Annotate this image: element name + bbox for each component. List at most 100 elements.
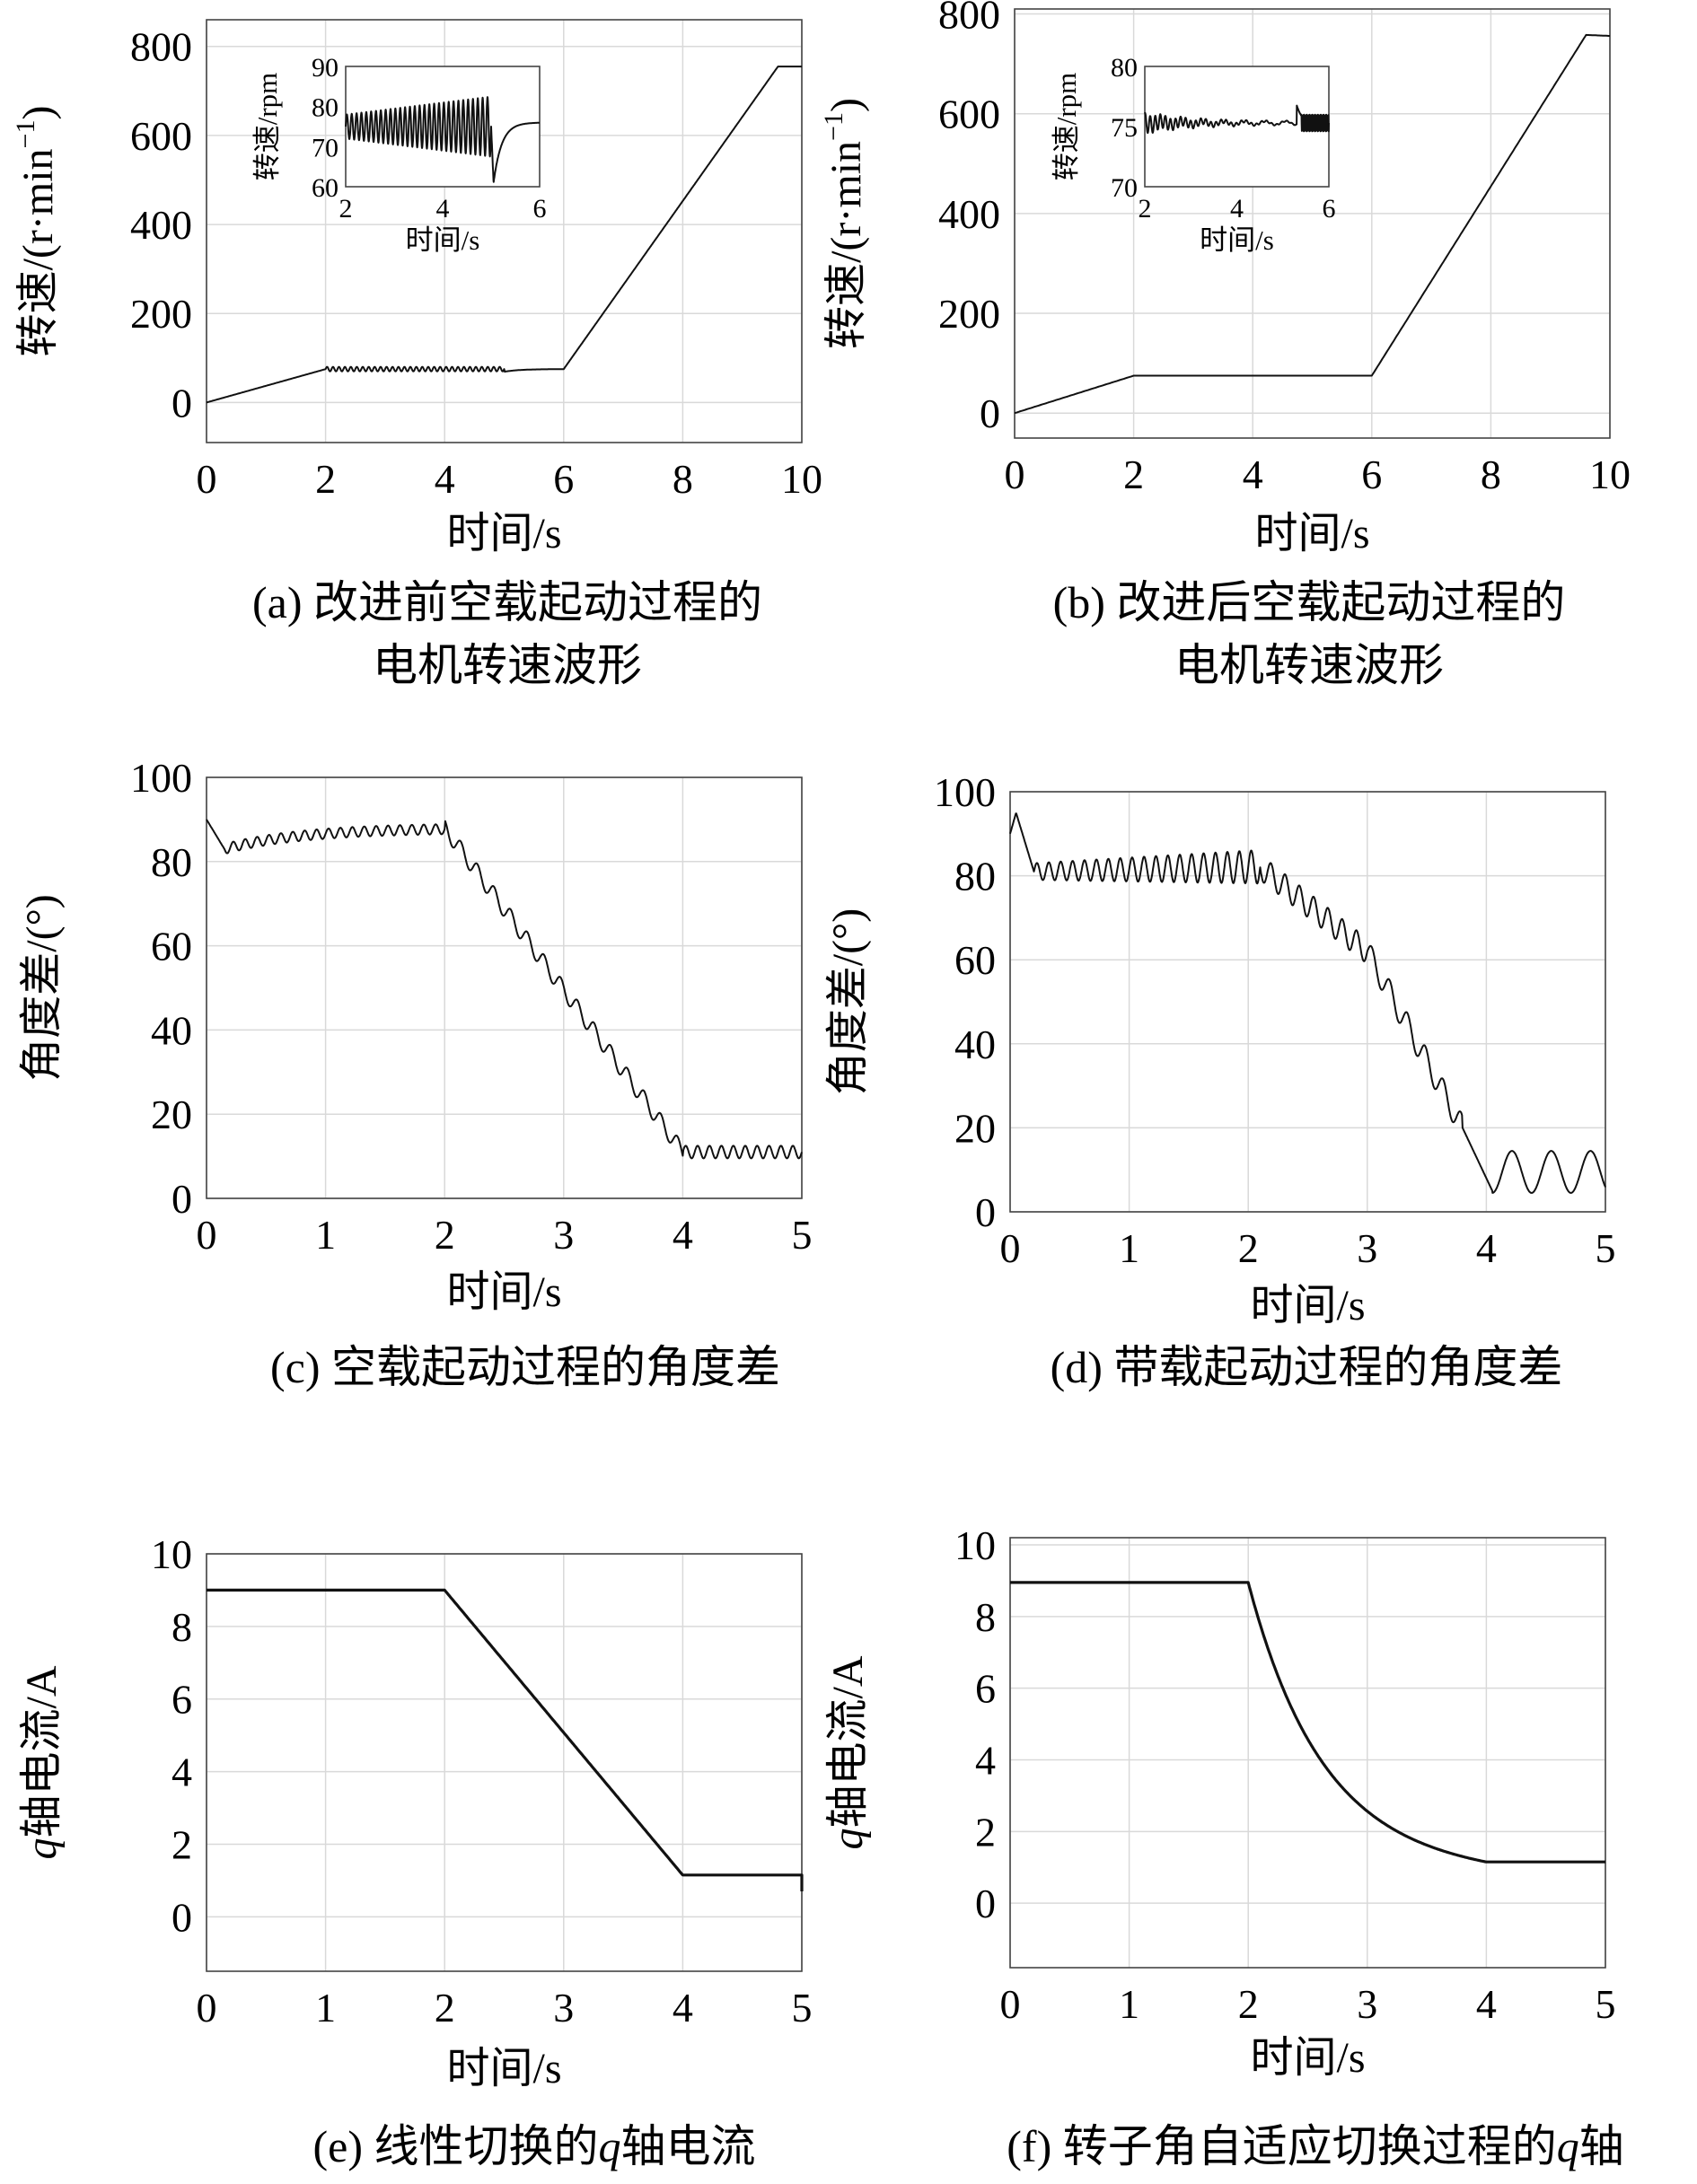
x-tick-label: 2: [435, 1985, 455, 2031]
y-axis-text: 转速/(r·min: [14, 148, 62, 356]
y-axis-variable: q: [824, 1829, 872, 1850]
x-tick-label: 2: [1238, 1981, 1259, 2027]
caption-b-line-2: 电机转速波形: [1174, 640, 1444, 690]
x-tick-label: 10: [781, 456, 822, 502]
chart-c-frame: [206, 776, 803, 1199]
inset-y-axis-label: 转速/rpm: [251, 73, 283, 181]
y-tick-label: 10: [151, 1531, 192, 1577]
x-tick-label: 4: [673, 1985, 693, 2031]
y-tick-label: 0: [975, 1189, 996, 1235]
y-tick-label: 80: [1111, 53, 1138, 83]
y-tick-label: 8: [171, 1604, 192, 1650]
x-tick-label: 0: [197, 1212, 217, 1258]
x-tick-label: 3: [553, 1985, 574, 2031]
y-tick-label: 70: [1111, 173, 1138, 203]
x-tick-label: 4: [1230, 194, 1244, 224]
x-tick-label: 0: [197, 456, 217, 502]
x-tick-label: 5: [1596, 1981, 1616, 2027]
data-line-e: [206, 1588, 804, 1891]
y-tick-label: 600: [130, 113, 192, 159]
y-axis-close: ): [14, 106, 62, 120]
y-tick-label: 60: [151, 924, 192, 969]
x-tick-label: 4: [1476, 1981, 1497, 2027]
chart-e-plot-area: [207, 1554, 802, 1971]
y-tick-label: 90: [312, 53, 339, 83]
y-tick-label: 0: [171, 1176, 192, 1222]
y-tick-label: 70: [312, 133, 339, 162]
y-tick-label: 6: [171, 1677, 192, 1723]
inset-y-axis-label: 转速/rpm: [1051, 73, 1082, 181]
y-axis-text: 轴电流/A: [18, 1665, 66, 1838]
y-tick-label: 400: [938, 191, 1000, 237]
chart-f-plot-area: [1010, 1538, 1605, 1968]
x-tick-label: 5: [792, 1212, 813, 1258]
x-tick-label: 1: [315, 1985, 336, 2031]
y-tick-label: 80: [151, 839, 192, 885]
data-line-c: [206, 819, 803, 1160]
data-line-a-inset: [345, 96, 541, 183]
caption-f: (f) 转子角自适应切换过程的q轴: [1007, 2121, 1623, 2171]
y-tick-label: 200: [130, 291, 192, 337]
x-tick-label: 3: [1357, 1981, 1377, 2027]
y-axis-label: 转速/(r·min−1): [11, 106, 62, 357]
caption-a-line-1: (a) 改进前空载起动过程的: [252, 577, 762, 627]
y-tick-label: 60: [954, 937, 996, 983]
y-axis-label: q轴电流/A: [18, 1665, 66, 1859]
x-tick-label: 5: [1596, 1225, 1616, 1271]
x-tick-label: 0: [1005, 452, 1025, 497]
y-tick-label: 200: [938, 291, 1000, 337]
caption-d-line-1: (d) 带载起动过程的角度差: [1051, 1342, 1563, 1392]
y-tick-label: 800: [130, 24, 192, 70]
y-axis-label: 转速/(r·min−1): [819, 98, 870, 349]
x-tick-label: 4: [1476, 1225, 1497, 1271]
chart-c: 0 1 2 3 4 5 0 20 40 60 80 100 时间/s 角度差/(°) (c) 空载起动过程的…: [18, 755, 813, 1392]
data-line-a: [206, 66, 803, 404]
y-tick-label: 600: [938, 92, 1000, 137]
caption-a-line-2: 电机转速波形: [373, 640, 642, 690]
x-tick-label: 0: [1000, 1981, 1021, 2027]
data-line-f: [1009, 1581, 1606, 1864]
data-line-d: [1009, 812, 1606, 1194]
x-tick-label: 1: [1119, 1225, 1139, 1271]
chart-d-frame: [1009, 791, 1606, 1213]
x-axis-label: 时间/s: [446, 1268, 561, 1316]
x-tick-label: 6: [533, 194, 547, 224]
y-tick-label: 0: [171, 380, 192, 425]
y-axis-text: 轴电流/A: [824, 1655, 872, 1828]
inset-x-axis-label: 时间/s: [1200, 224, 1274, 256]
x-tick-label: 2: [339, 194, 353, 224]
x-tick-label: 5: [792, 1985, 813, 2031]
inset-chart-b: 2 4 6 70 75 80 时间/s 转速/rpm: [1051, 53, 1336, 256]
chart-d-plot-area: [1010, 792, 1605, 1212]
y-tick-label: 100: [130, 755, 192, 801]
y-axis-label: q轴电流/A: [824, 1655, 872, 1849]
y-tick-label: 8: [975, 1594, 996, 1640]
y-tick-label: 0: [975, 1881, 996, 1926]
y-tick-label: 20: [954, 1105, 996, 1151]
x-tick-label: 0: [197, 1985, 217, 2031]
caption-b-line-1: (b) 改进后空载起动过程的: [1053, 577, 1566, 627]
x-tick-label: 10: [1589, 452, 1631, 497]
chart-c-plot-area: [207, 777, 802, 1198]
x-tick-label: 2: [1139, 194, 1152, 224]
y-axis-close: ): [822, 98, 870, 112]
x-tick-label: 2: [315, 456, 336, 502]
y-axis-text: 转速/(r·min: [822, 141, 870, 349]
chart-e-frame: [206, 1553, 803, 1972]
y-tick-label: 800: [938, 0, 1000, 38]
y-tick-label: 2: [975, 1809, 996, 1855]
x-tick-label: 2: [1238, 1225, 1259, 1271]
y-tick-label: 4: [975, 1737, 996, 1783]
chart-f: 0 1 2 3 4 5 0 2 4 6 8 10 时间/s q轴电流/A (f) 转子角自适应切换过程的q轴: [824, 1522, 1624, 2171]
x-axis-label: 时间/s: [1250, 2034, 1365, 2082]
y-axis-variable: q: [18, 1838, 66, 1860]
x-tick-label: 8: [673, 456, 693, 502]
x-tick-label: 1: [1119, 1981, 1139, 2027]
y-tick-label: 100: [934, 769, 996, 815]
x-tick-label: 4: [1243, 452, 1263, 497]
data-line-b: [1014, 33, 1610, 415]
y-axis-superscript: −1: [11, 120, 40, 149]
x-tick-label: 1: [315, 1212, 336, 1258]
chart-d: 0 1 2 3 4 5 0 20 40 60 80 100 时间/s 角度差/(°) (d) 带载起动过程的…: [824, 769, 1616, 1392]
y-tick-label: 20: [151, 1092, 192, 1137]
